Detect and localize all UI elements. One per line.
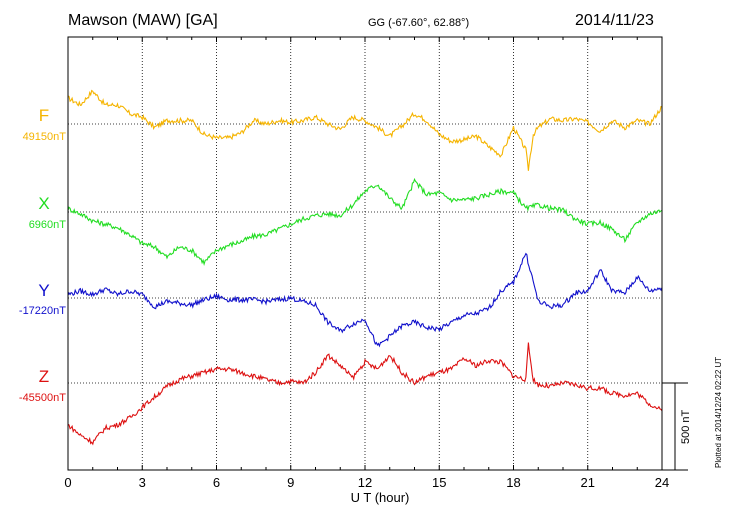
- station-title: Mawson (MAW) [GA]: [68, 12, 218, 29]
- x-tick-label-18: 18: [506, 475, 520, 490]
- series-line-x: [67, 177, 663, 266]
- channel-baseline-x: 6960nT: [28, 219, 66, 231]
- x-tick-label-21: 21: [581, 475, 595, 490]
- geographic-coordinates: GG (-67.60°, 62.88°): [368, 17, 470, 29]
- x-tick-label-24: 24: [655, 475, 669, 490]
- channel-baseline-f: 49150nT: [22, 131, 66, 143]
- series-line-f: [67, 89, 662, 171]
- plot-date: 2014/11/23: [575, 12, 654, 29]
- x-tick-label-15: 15: [432, 475, 446, 490]
- channel-label-z: Z: [38, 367, 50, 386]
- data-series-lines: [67, 89, 663, 446]
- series-line-y: [67, 252, 663, 348]
- x-tick-label-12: 12: [358, 475, 372, 490]
- grid-lines: [68, 37, 662, 470]
- x-tick-label-6: 6: [213, 475, 220, 490]
- series-line-z: [67, 342, 663, 446]
- x-axis-label: U T (hour): [350, 490, 410, 505]
- x-tick-label-0: 0: [64, 475, 71, 490]
- x-axis-ticks: 0 3 6 9 12 15 18 21 24: [64, 37, 669, 490]
- x-tick-label-3: 3: [139, 475, 146, 490]
- channel-baseline-y: -17220nT: [18, 305, 66, 317]
- x-tick-label-9: 9: [287, 475, 294, 490]
- channel-label-y: Y: [38, 281, 50, 300]
- channel-label-f: F: [38, 106, 50, 125]
- channel-label-x: X: [38, 194, 50, 213]
- plot-frame: [67, 36, 663, 471]
- channel-baseline-z: -45500nT: [18, 392, 66, 404]
- scale-bar: [662, 382, 688, 471]
- plotted-timestamp: Plotted at 2014/12/24 02:22 UT: [714, 356, 723, 468]
- scale-bar-label: 500 nT: [680, 409, 692, 444]
